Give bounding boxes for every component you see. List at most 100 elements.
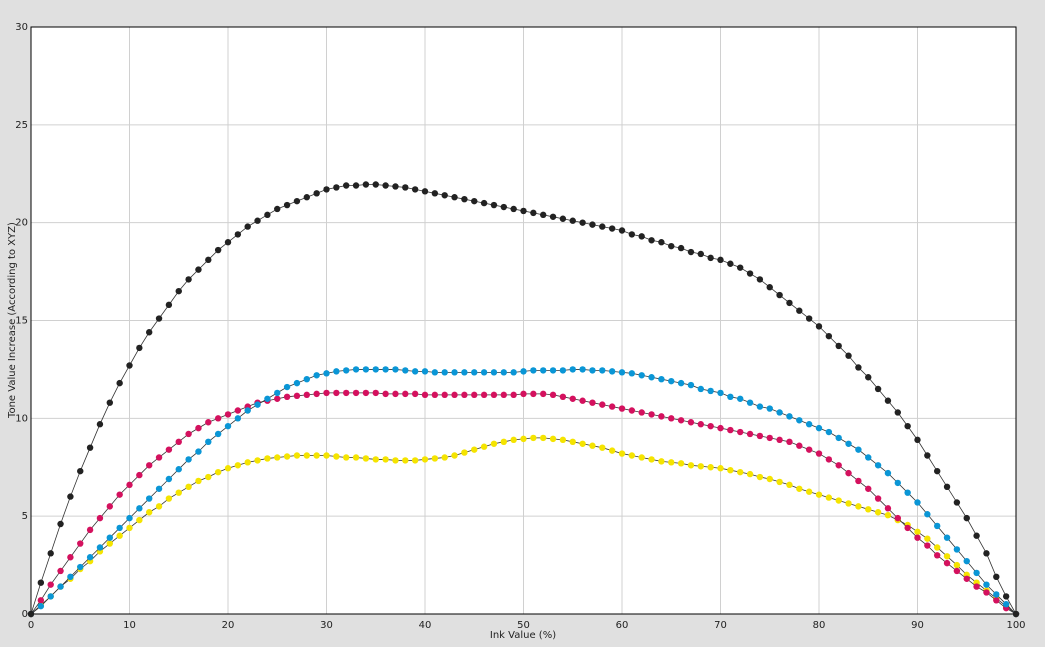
data-point: [855, 446, 862, 453]
data-point: [510, 391, 517, 399]
data-point: [727, 466, 734, 474]
data-point: [993, 591, 1000, 598]
data-point: [727, 426, 734, 434]
data-point: [874, 509, 882, 516]
data-point: [323, 186, 330, 193]
data-point: [155, 454, 163, 461]
data-point: [392, 366, 399, 373]
data-point: [421, 368, 429, 375]
data-point: [155, 503, 163, 510]
data-point: [687, 462, 695, 469]
data-point: [451, 369, 458, 376]
x-tick-label: 0: [28, 620, 34, 631]
data-point: [165, 446, 173, 453]
data-point: [293, 197, 301, 205]
data-point: [136, 471, 143, 479]
data-point: [471, 446, 478, 453]
data-point: [165, 301, 173, 309]
y-tick-label: 20: [15, 218, 28, 229]
data-point: [155, 485, 163, 492]
data-point: [323, 370, 330, 377]
data-point: [658, 458, 665, 465]
data-point: [638, 409, 645, 416]
data-point: [520, 368, 527, 375]
data-point: [116, 524, 123, 532]
data-point: [884, 505, 892, 512]
data-point: [717, 465, 724, 472]
data-point: [96, 544, 104, 551]
x-tick-label: 10: [123, 620, 136, 631]
data-point: [106, 399, 114, 406]
data-point: [67, 573, 74, 581]
data-point: [776, 409, 783, 416]
data-point: [934, 467, 941, 475]
data-point: [323, 389, 330, 397]
data-point: [480, 391, 488, 399]
y-tick-label: 0: [22, 609, 28, 620]
data-point: [224, 411, 232, 418]
data-point: [37, 597, 45, 604]
data-point: [589, 221, 596, 228]
data-point: [963, 557, 970, 565]
data-point: [608, 403, 616, 410]
data-point: [579, 440, 586, 447]
data-point: [106, 534, 114, 541]
data-point: [865, 485, 872, 492]
data-point: [717, 424, 724, 432]
data-point: [756, 403, 764, 410]
data-point: [766, 434, 773, 442]
data-point: [658, 376, 665, 383]
data-point: [333, 184, 340, 191]
data-point: [362, 366, 370, 373]
data-point: [86, 444, 94, 451]
data-point: [372, 389, 379, 397]
data-point: [815, 450, 823, 457]
data-point: [776, 436, 783, 444]
data-point: [845, 440, 852, 447]
data-point: [638, 233, 645, 240]
x-tick-label: 50: [517, 620, 530, 631]
data-point: [727, 260, 734, 267]
data-point: [234, 462, 242, 469]
data-point: [234, 231, 242, 238]
data-point: [668, 242, 675, 250]
data-point: [707, 254, 714, 262]
data-point: [175, 438, 182, 446]
data-point: [796, 442, 803, 449]
data-point: [471, 369, 478, 376]
data-point: [707, 422, 714, 430]
data-point: [628, 407, 636, 414]
x-tick-label: 90: [911, 620, 924, 631]
data-point: [805, 488, 813, 495]
data-point: [205, 256, 212, 264]
data-point: [313, 190, 320, 197]
data-point: [530, 367, 537, 374]
data-point: [146, 462, 153, 469]
data-point: [372, 181, 379, 188]
data-point: [756, 473, 764, 481]
data-point: [953, 561, 961, 569]
data-point: [796, 485, 803, 492]
data-point: [559, 436, 567, 444]
data-point: [382, 182, 389, 189]
data-point: [589, 399, 596, 406]
data-point: [175, 466, 182, 473]
data-point: [293, 379, 301, 387]
data-point: [57, 583, 64, 590]
data-point: [540, 434, 547, 442]
data-point: [648, 456, 655, 463]
data-point: [411, 186, 419, 193]
data-point: [116, 379, 123, 387]
data-point: [796, 417, 803, 424]
data-point: [352, 389, 360, 397]
data-point: [500, 438, 507, 446]
data-point: [973, 583, 980, 590]
data-point: [116, 491, 123, 498]
data-point: [402, 367, 409, 374]
data-point: [146, 509, 153, 516]
data-point: [205, 438, 212, 446]
data-point: [677, 244, 685, 252]
data-point: [934, 544, 941, 551]
data-point: [805, 315, 813, 322]
